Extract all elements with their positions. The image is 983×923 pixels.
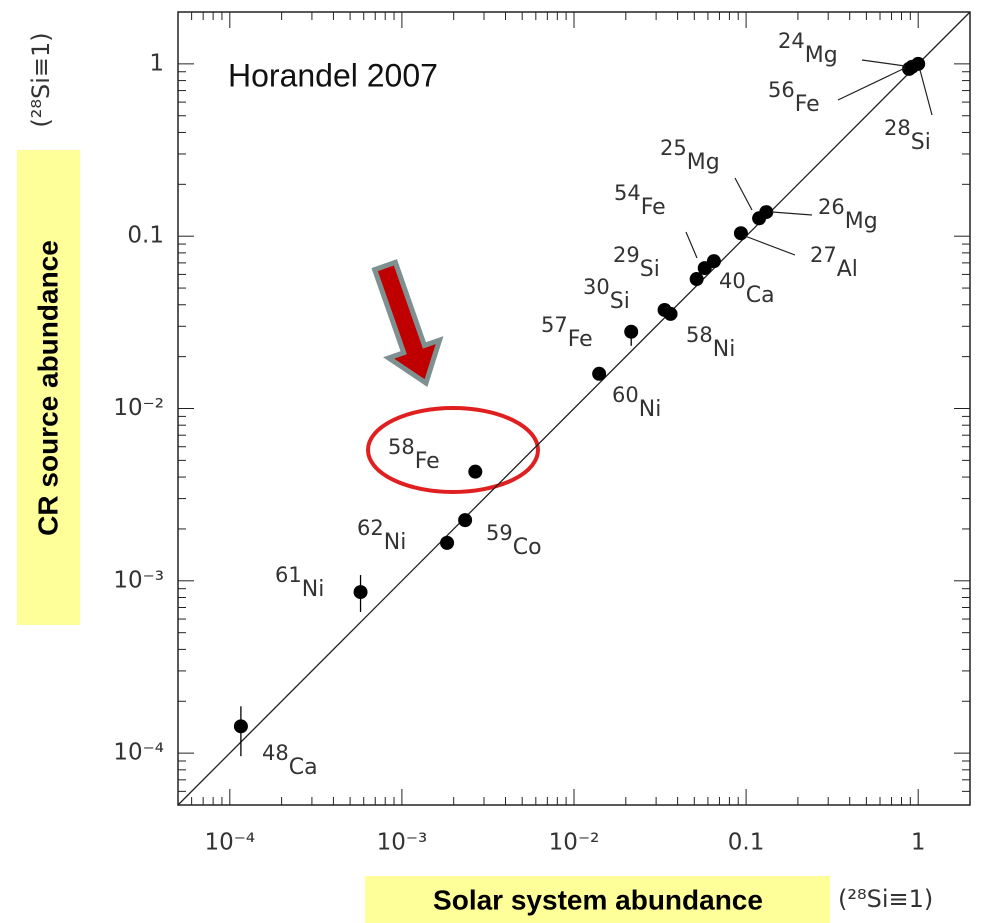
label-mass: 24 (778, 29, 805, 53)
highlight-ellipse (366, 406, 540, 494)
label-element: Fe (641, 195, 666, 220)
y-unit: (²⁸Si≡1) (27, 32, 55, 127)
point-label: 59Co (486, 521, 542, 560)
label-element: Co (513, 535, 542, 560)
label-mass: 58 (686, 323, 713, 347)
label-element: Mg (805, 43, 838, 68)
point (689, 272, 704, 287)
label-element: Mg (845, 209, 878, 234)
label-element: Al (837, 257, 858, 282)
label-mass: 57 (541, 313, 568, 337)
label-element: Ni (302, 577, 325, 602)
arrow (371, 259, 444, 387)
y-axis-label: CR source abundance (32, 240, 63, 536)
label-element: Ni (639, 397, 662, 422)
reference-line (177, 11, 971, 806)
label-mass: 26 (818, 195, 845, 219)
label-element: Ni (384, 530, 407, 555)
x-tick-label: 1 (911, 830, 926, 856)
leader-line (685, 231, 698, 259)
label-mass: 60 (612, 383, 639, 407)
point-label: 57Fe (541, 313, 593, 352)
point (759, 205, 774, 220)
annotation: Horandel 2007 (228, 57, 438, 93)
point-label: 54Fe (614, 181, 666, 220)
label-mass: 48 (262, 741, 289, 765)
x-unit: (²⁸Si≡1) (838, 885, 933, 913)
point (440, 535, 455, 550)
leader-line (919, 69, 933, 116)
label-mass: 62 (357, 516, 384, 540)
y-tick-label: 0.1 (127, 223, 164, 249)
point-label: 27Al (810, 243, 858, 282)
label-element: Mg (687, 150, 720, 175)
point-label: 40Ca (719, 269, 775, 308)
point-label: 48Ca (262, 741, 318, 780)
label-mass: 58 (388, 435, 415, 459)
label-mass: 27 (810, 243, 837, 267)
point (353, 585, 368, 600)
point-label: 26Mg (818, 195, 878, 234)
y-tick-label: 10⁻⁴ (113, 740, 164, 766)
x-tick-label: 10⁻⁴ (204, 830, 255, 856)
label-mass: 56 (768, 78, 795, 102)
x-tick-label: 10⁻³ (377, 830, 428, 856)
point-label: 25Mg (660, 136, 720, 175)
leader-line (734, 177, 753, 211)
point-label: 60Ni (612, 383, 661, 422)
point (706, 254, 721, 269)
label-element: Si (911, 130, 931, 155)
point (592, 366, 607, 381)
leader-line (744, 235, 796, 256)
leader-line (771, 211, 813, 216)
point (911, 56, 926, 71)
point-label: 62Ni (357, 516, 406, 555)
point-label: 24Mg (778, 29, 838, 68)
point-label: 58Ni (686, 323, 735, 362)
point (663, 306, 678, 321)
label-mass: 28 (884, 116, 911, 140)
y-tick-label: 10⁻² (113, 395, 164, 421)
label-element: Fe (568, 327, 593, 352)
y-label-bg (17, 150, 80, 625)
x-tick-label: 0.1 (728, 830, 765, 856)
leader-line (837, 67, 906, 101)
point-label: 28Si (884, 116, 931, 155)
label-element: Ca (289, 755, 318, 780)
leader-line (861, 59, 906, 67)
label-element: Ni (713, 337, 736, 362)
x-label-bg (365, 876, 830, 923)
label-element: Si (610, 289, 630, 314)
label-element: Fe (795, 92, 820, 117)
point-label: 58Fe (388, 435, 440, 474)
label-element: Fe (415, 449, 440, 474)
label-mass: 30 (583, 275, 610, 299)
label-mass: 40 (719, 269, 746, 293)
label-mass: 25 (660, 136, 687, 160)
label-mass: 54 (614, 181, 641, 205)
y-tick-label: 1 (149, 50, 164, 76)
x-axis-label: Solar system abundance (433, 884, 763, 915)
label-mass: 29 (613, 243, 640, 267)
label-mass: 59 (486, 521, 513, 545)
point-label: 30Si (583, 275, 630, 314)
label-element: Ca (746, 283, 775, 308)
x-tick-label: 10⁻² (549, 830, 600, 856)
label-mass: 61 (275, 563, 302, 587)
point (624, 324, 639, 339)
point (458, 513, 473, 528)
point-label: 56Fe (768, 78, 820, 117)
point (233, 719, 248, 734)
y-tick-label: 10⁻³ (113, 567, 164, 593)
point (468, 464, 483, 479)
point-label: 29Si (613, 243, 660, 282)
point (733, 226, 748, 241)
label-element: Si (640, 257, 660, 282)
point-label: 61Ni (275, 563, 324, 602)
